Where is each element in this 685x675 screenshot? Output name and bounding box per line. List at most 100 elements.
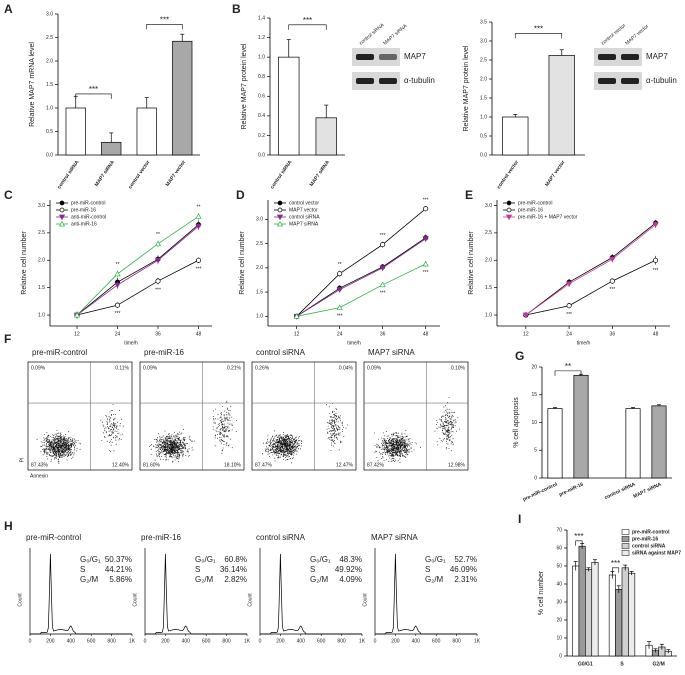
series-line	[296, 263, 426, 317]
histogram	[30, 553, 132, 635]
phase-label: G₂/M	[195, 575, 214, 584]
significance-label: ***	[566, 312, 572, 318]
x-tick-label: 24	[566, 331, 572, 337]
y-axis-label: Relative cell number	[239, 231, 246, 295]
significance-label: **	[197, 204, 201, 210]
significance-label: ***	[160, 15, 169, 24]
x-axis-label: time/h	[577, 340, 591, 346]
y-tick-label: 3.0	[480, 38, 487, 44]
blot-lane-label: MAP7 siRNA	[382, 23, 409, 47]
phase-label: G₀/G₁	[80, 555, 101, 564]
phase-label: S	[425, 565, 430, 574]
quadrant-percent: 0.21%	[227, 365, 242, 371]
bar	[621, 567, 629, 657]
point	[566, 303, 572, 309]
phase-label: G₂/M	[310, 575, 329, 584]
blot-band-label: MAP7	[404, 52, 426, 61]
phase-percent: 2.82%	[224, 575, 247, 584]
significance-label: ***	[380, 233, 386, 239]
blot-band	[356, 54, 374, 60]
x-axis-label: time/h	[347, 340, 361, 346]
x-tick-label: control siRNA	[56, 159, 80, 190]
y-axis-label: Relative cell number	[21, 231, 28, 295]
panel-letter: B	[232, 2, 241, 16]
point	[336, 304, 343, 310]
quadrant-percent: 87.47%	[255, 462, 273, 468]
legend-label: pre-miR-16 + MAP7 vector	[518, 214, 578, 220]
legend-label: pre-miR-16	[632, 536, 658, 542]
point	[653, 257, 659, 263]
blot-band	[621, 78, 639, 84]
series-line	[296, 237, 426, 317]
histogram	[375, 553, 477, 635]
bar	[315, 117, 337, 156]
y-tick-label: 2.0	[480, 76, 487, 82]
legend-label: anti-miR-16	[71, 221, 97, 227]
y-tick-label: 70	[556, 527, 562, 533]
blot-strip	[352, 72, 400, 90]
point	[114, 282, 121, 289]
significance-bracket	[514, 33, 563, 39]
y-tick-label: 20	[531, 364, 537, 370]
significance-label: ***	[196, 266, 202, 272]
legend-label: pre-miR-16	[518, 207, 543, 213]
point	[114, 302, 121, 308]
phase-label: S	[310, 565, 315, 574]
significance-label: **	[565, 362, 571, 371]
y-axis-label: Count	[362, 593, 368, 607]
bar	[278, 56, 300, 156]
bar	[615, 589, 623, 657]
plot-title: pre-miR-16	[144, 348, 185, 357]
legend-label: control siRNA	[289, 214, 320, 220]
significance-label: **	[156, 232, 160, 238]
y-tick-label: 2.5	[38, 230, 45, 236]
blot-band	[379, 78, 397, 84]
point	[293, 313, 300, 319]
y-tick-label: 10	[531, 420, 537, 426]
phase-label: G₀/G₁	[195, 555, 216, 564]
y-axis-label: PI	[19, 458, 25, 463]
x-tick-label: MAP7 siRNA	[309, 159, 332, 188]
phase-percent: 46.09%	[450, 565, 477, 574]
legend-label: pre-miR-control	[518, 200, 552, 206]
x-tick-label: 48	[196, 331, 202, 337]
series-line	[296, 238, 426, 317]
quadrant-percent: 81.60%	[143, 462, 161, 468]
y-tick-label: 2.5	[256, 241, 263, 247]
blot-band-label: α-tubulin	[646, 76, 677, 85]
y-tick-label: 2.5	[46, 35, 53, 41]
y-tick-label: 3.0	[38, 203, 45, 209]
series-line	[76, 225, 199, 316]
legend-label: anti-miR-control	[71, 214, 106, 220]
phase-percent: 44.21%	[105, 565, 132, 574]
scatter-dots	[374, 397, 460, 463]
blot-band	[621, 54, 639, 60]
blot-strip	[594, 48, 642, 66]
y-tick-label: 15	[531, 392, 537, 398]
blot-band	[598, 54, 616, 60]
y-tick-label: 1.0	[38, 312, 45, 318]
significance-label: ***	[534, 25, 543, 34]
series-line	[296, 208, 426, 317]
y-axis-label: Count	[132, 593, 138, 607]
bar	[651, 405, 667, 479]
y-tick-label: 0.0	[46, 152, 53, 158]
y-tick-label: 50	[556, 563, 562, 569]
point	[609, 256, 616, 263]
point	[154, 240, 162, 247]
x-tick-label: 800	[222, 638, 231, 644]
y-axis-label: Relative MAP7 protein level	[241, 43, 248, 129]
x-tick-label: 400	[182, 638, 191, 644]
quadrant-percent: 0.10%	[451, 365, 466, 371]
legend-label: pre-miR-control	[71, 200, 105, 206]
x-tick-label: 600	[202, 638, 211, 644]
phase-percent: 50.37%	[105, 555, 132, 564]
y-tick-label: 1.0	[480, 114, 487, 120]
blot-strip	[352, 48, 400, 66]
series-line	[76, 216, 199, 316]
significance-label: **	[116, 262, 120, 268]
panel-letter: C	[4, 188, 13, 202]
point	[379, 281, 386, 288]
y-tick-label: 2.5	[480, 57, 487, 63]
